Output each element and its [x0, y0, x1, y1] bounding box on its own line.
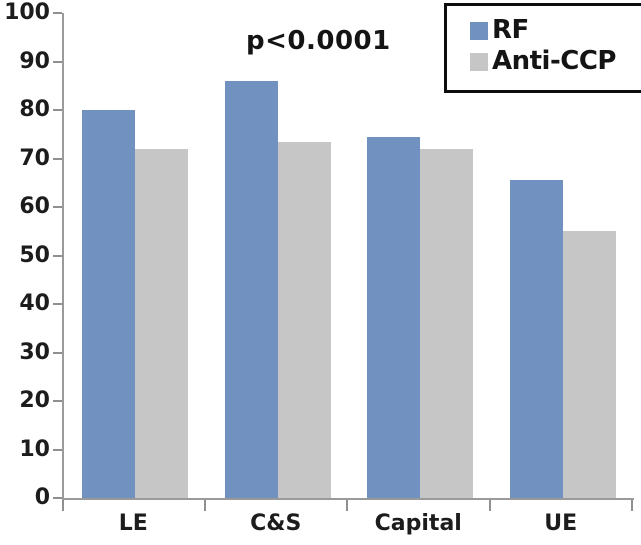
y-axis-tick: [53, 60, 62, 63]
legend: RF Anti-CCP: [444, 3, 641, 93]
x-axis-tick: [488, 500, 491, 511]
category-group-c-s: [207, 13, 350, 498]
category-group-capital: [349, 13, 492, 498]
legend-swatch-icon: [470, 52, 488, 71]
legend-swatch-icon: [470, 21, 488, 40]
bar-anti-ccp: [135, 148, 189, 498]
bar-rf: [367, 136, 421, 498]
x-axis-tick: [203, 500, 206, 511]
x-axis-tick: [62, 500, 64, 511]
y-axis-tick: [53, 303, 62, 305]
x-axis-tick-label: Capital: [374, 511, 462, 536]
y-axis-tick: [53, 497, 62, 499]
y-axis-tick-label: 60: [19, 194, 50, 219]
y-axis-tick: [53, 351, 62, 354]
y-axis-tick-label: 50: [19, 242, 50, 268]
y-axis-tick-label: 80: [19, 97, 50, 122]
y-axis-tick-label: 10: [19, 436, 50, 462]
bar-rf: [82, 110, 136, 498]
legend-label: RF: [492, 15, 529, 45]
y-axis-tick: [53, 109, 62, 111]
bar-rf: [224, 80, 278, 498]
legend-entry-rf: RF: [470, 15, 641, 46]
y-axis-tick: [53, 254, 62, 257]
legend-label: Anti-CCP: [492, 46, 616, 76]
y-axis-tick-label: 40: [19, 291, 50, 316]
x-axis-tick-label: UE: [544, 511, 578, 536]
y-axis-tick-label: 90: [19, 48, 50, 74]
y-axis-tick-label: 20: [19, 388, 50, 413]
bar-anti-ccp: [277, 141, 331, 498]
category-group-ue: [492, 13, 635, 498]
p-value-annotation: p<0.0001: [246, 26, 391, 56]
category-group-le: [64, 13, 207, 498]
y-axis-tick: [53, 206, 62, 208]
bar-anti-ccp: [420, 148, 474, 498]
y-axis-tick-label: 0: [34, 485, 50, 510]
x-axis-tick: [346, 500, 348, 511]
y-axis-tick: [53, 12, 62, 14]
y-axis-tick-label: 30: [19, 339, 50, 365]
y-axis-tick-label: 100: [4, 0, 50, 25]
bar-anti-ccp: [562, 231, 616, 498]
x-axis-tick-label: LE: [118, 511, 148, 536]
plot-area: [62, 13, 634, 500]
y-axis-tick: [53, 400, 62, 402]
bar-rf: [509, 180, 563, 498]
legend-entry-anti-ccp: Anti-CCP: [470, 46, 641, 77]
y-axis-tick: [53, 157, 62, 160]
y-axis-tick-label: 70: [19, 145, 50, 171]
y-axis-tick: [53, 448, 62, 451]
x-axis-tick: [631, 500, 633, 511]
x-axis-tick-label: C&S: [250, 511, 302, 536]
